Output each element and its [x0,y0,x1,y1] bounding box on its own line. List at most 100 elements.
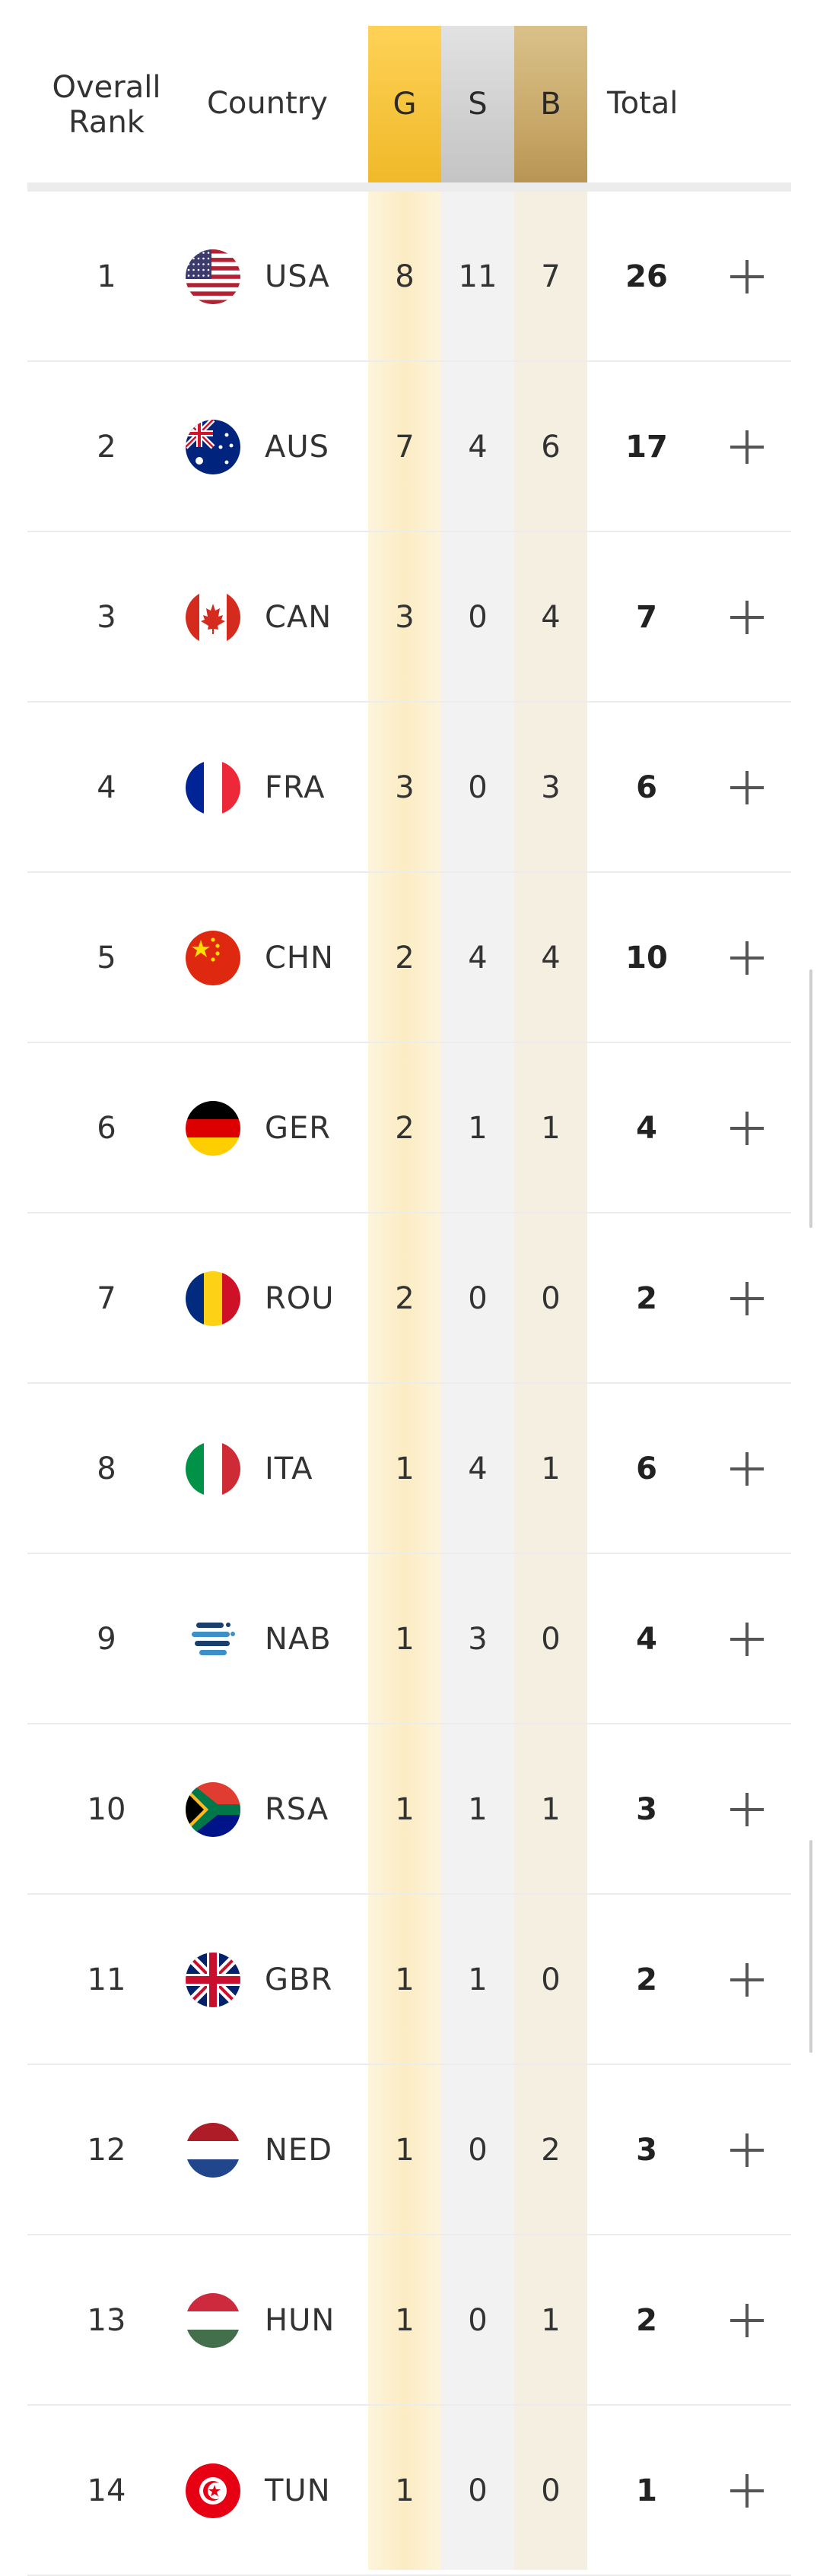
silver-count: 1 [468,1111,488,1146]
expand-plus-icon[interactable] [730,941,764,975]
table-row[interactable]: 11 GBR 1 1 0 2 [0,1895,817,2065]
can-flag-icon [186,590,240,645]
bronze-count: 0 [541,1281,561,1316]
country-code[interactable]: NAB [265,1622,332,1657]
country-code[interactable]: FRA [265,770,326,805]
country-code[interactable]: RSA [265,1792,329,1827]
silver-count: 0 [468,2473,488,2508]
tun-flag-icon [186,2463,240,2518]
rank-cell: 6 [97,1111,116,1146]
rank-cell: 8 [97,1451,116,1486]
expand-plus-icon[interactable] [730,1282,764,1315]
row-divider [27,531,791,532]
total-count: 4 [636,1622,657,1657]
ger-flag-icon [186,1101,240,1156]
country-code[interactable]: HUN [265,2303,335,2338]
rsa-flag-icon [186,1782,240,1837]
country-code[interactable]: NED [265,2133,332,2168]
table-row[interactable]: 5 CHN 2 4 4 10 [0,873,817,1043]
overall-rank-header[interactable]: Overall Rank [52,70,161,140]
medal-table-body: 1 USA 8 11 7 26 2 AUS 7 4 6 17 3 CAN 3 0 4 7 4 FRA 3 0 3 6 5 CHN 2… [0,192,817,2576]
row-divider [27,2404,791,2406]
country-code[interactable]: ITA [265,1451,313,1486]
expand-plus-icon[interactable] [730,260,764,293]
country-code[interactable]: USA [265,259,330,294]
table-row[interactable]: 1 USA 8 11 7 26 [0,192,817,362]
table-row[interactable]: 2 AUS 7 4 6 17 [0,362,817,532]
expand-plus-icon[interactable] [730,430,764,464]
country-code[interactable]: CAN [265,600,332,635]
bronze-count: 4 [541,941,561,976]
row-divider [27,1382,791,1384]
gold-count: 1 [395,1451,415,1486]
silver-count: 0 [468,770,488,805]
gold-column-background [368,26,441,2570]
total-count: 7 [636,600,657,635]
row-divider [27,360,791,362]
expand-plus-icon[interactable] [730,2304,764,2337]
total-count: 6 [636,770,657,805]
rank-cell: 3 [97,600,116,635]
total-count: 17 [625,430,668,465]
gold-header[interactable]: G [368,26,441,182]
row-divider [27,1893,791,1895]
table-row[interactable]: 9 NAB 1 3 0 4 [0,1554,817,1724]
gold-count: 1 [395,2303,415,2338]
silver-count: 0 [468,1281,488,1316]
gold-count: 3 [395,770,415,805]
bronze-count: 2 [541,2133,561,2168]
gold-count: 1 [395,2133,415,2168]
table-row[interactable]: 10 RSA 1 1 1 3 [0,1724,817,1895]
bronze-count: 1 [541,1111,561,1146]
country-code[interactable]: GER [265,1111,332,1146]
scrollbar-thumb[interactable] [809,969,812,1228]
table-row[interactable]: 8 ITA 1 4 1 6 [0,1384,817,1554]
expand-plus-icon[interactable] [730,1452,764,1486]
scrollbar-thumb[interactable] [809,1840,812,2053]
country-code[interactable]: GBR [265,1962,333,1997]
expand-plus-icon[interactable] [730,1793,764,1826]
silver-column-background [441,26,514,2570]
expand-plus-icon[interactable] [730,1623,764,1656]
total-count: 3 [636,2133,657,2168]
row-divider [27,871,791,873]
silver-count: 4 [468,941,488,976]
country-code[interactable]: CHN [265,941,334,976]
row-divider [27,1553,791,1554]
row-divider [27,2064,791,2065]
country-header[interactable]: Country [207,86,328,121]
gold-count: 1 [395,1792,415,1827]
country-code[interactable]: AUS [265,430,330,465]
expand-plus-icon[interactable] [730,771,764,804]
expand-plus-icon[interactable] [730,1963,764,1997]
table-row[interactable]: 13 HUN 1 0 1 2 [0,2235,817,2406]
bronze-header[interactable]: B [514,26,587,182]
silver-header[interactable]: S [441,26,514,182]
table-row[interactable]: 14 TUN 1 0 0 1 [0,2406,817,2576]
gold-count: 2 [395,1281,415,1316]
rank-cell: 9 [97,1622,116,1657]
table-row[interactable]: 6 GER 2 1 1 4 [0,1043,817,1213]
table-row[interactable]: 4 FRA 3 0 3 6 [0,703,817,873]
rank-cell: 12 [87,2133,126,2168]
row-divider [27,1212,791,1213]
row-divider [27,1042,791,1043]
bronze-count: 3 [541,770,561,805]
country-code[interactable]: ROU [265,1281,335,1316]
table-row[interactable]: 3 CAN 3 0 4 7 [0,532,817,703]
table-row[interactable]: 7 ROU 2 0 0 2 [0,1213,817,1384]
expand-plus-icon[interactable] [730,601,764,634]
expand-plus-icon[interactable] [730,2133,764,2167]
rank-cell: 2 [97,430,116,465]
silver-count: 4 [468,430,488,465]
bronze-count: 1 [541,2303,561,2338]
silver-count: 11 [458,259,498,294]
header-divider [27,182,791,192]
total-header[interactable]: Total [607,86,679,121]
expand-plus-icon[interactable] [730,2474,764,2508]
table-row[interactable]: 12 NED 1 0 2 3 [0,2065,817,2235]
nab-flag-icon [186,1612,240,1667]
country-code[interactable]: TUN [265,2473,331,2508]
expand-plus-icon[interactable] [730,1112,764,1145]
bronze-count: 1 [541,1451,561,1486]
